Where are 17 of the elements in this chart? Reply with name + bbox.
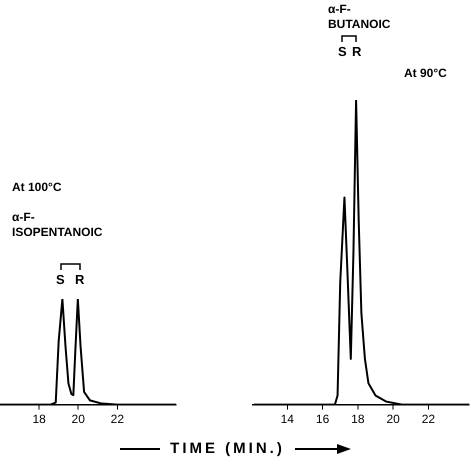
text: R bbox=[352, 44, 362, 59]
x-tick-label: 14 bbox=[280, 412, 294, 426]
x-tick-label: 20 bbox=[386, 412, 400, 426]
x-tick-label: 22 bbox=[422, 412, 436, 426]
text: At 100°C bbox=[12, 180, 62, 195]
x-tick-label: 18 bbox=[32, 412, 46, 426]
text: R bbox=[75, 272, 84, 287]
x-tick-label: 20 bbox=[72, 412, 86, 426]
text: S bbox=[338, 44, 347, 59]
x-tick-label: 16 bbox=[316, 412, 330, 426]
text: α-F- ISOPENTANOIC bbox=[12, 210, 102, 240]
text: At 90°C bbox=[404, 66, 447, 81]
x-tick-label: 18 bbox=[351, 412, 365, 426]
text: S bbox=[56, 272, 65, 287]
text: α-F- BUTANOIC bbox=[328, 2, 390, 32]
x-axis-title: TIME (MIN.) bbox=[170, 440, 285, 457]
x-tick-label: 22 bbox=[110, 412, 124, 426]
